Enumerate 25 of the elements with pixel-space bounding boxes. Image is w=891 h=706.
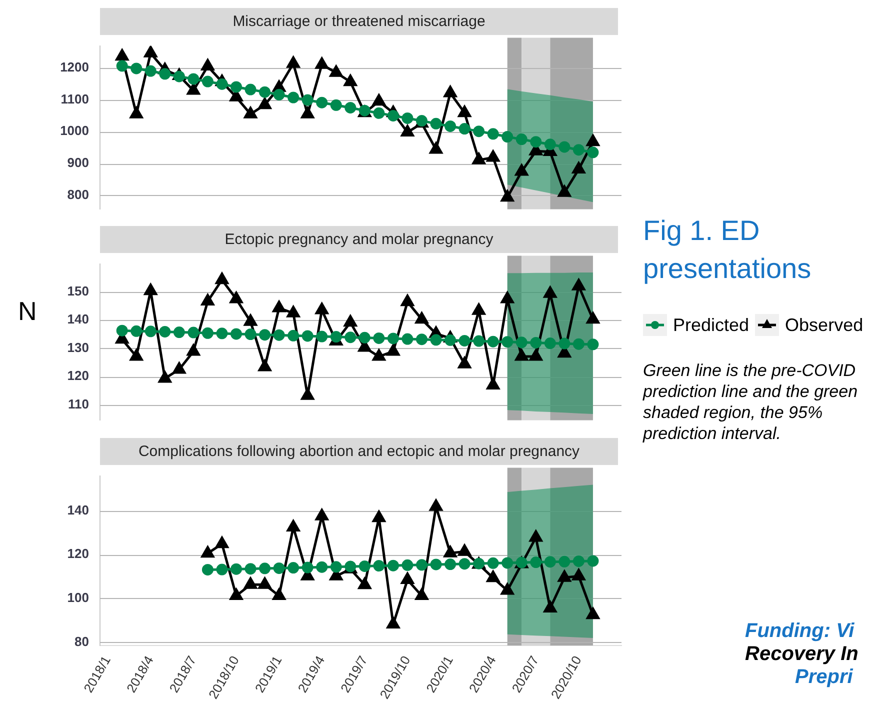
y-tick-label: 110 xyxy=(68,396,89,412)
y-tick-label: 130 xyxy=(67,340,89,355)
y-tick-label: 140 xyxy=(67,312,89,327)
y-tick-label: 120 xyxy=(67,546,89,562)
y-tick-label: 1100 xyxy=(60,91,89,106)
y-tick-label: 140 xyxy=(67,502,89,518)
y-tick-label: 800 xyxy=(67,187,89,202)
y-tick-label: 900 xyxy=(67,155,89,170)
y-tick-label: 120 xyxy=(67,368,89,384)
chart-title: Complications following abortion and ectopic and molar pregnancy xyxy=(100,438,618,465)
text: Recovery In xyxy=(745,643,858,666)
text: Prepri xyxy=(795,666,853,689)
text: Funding: Vi xyxy=(745,620,854,643)
y-tick-label: 1000 xyxy=(60,123,89,138)
y-tick-label: 150 xyxy=(67,284,89,299)
y-tick-label: 1200 xyxy=(60,59,89,74)
text: Green line is the pre-COVID prediction line and the green shaded region, the 95% prediction interval. xyxy=(643,360,859,444)
text: Fig 1. ED presentations xyxy=(643,214,812,286)
y-axis-title: N xyxy=(18,296,37,327)
legend-label: Predicted xyxy=(673,314,750,336)
chart-title: Ectopic pregnancy and molar pregnancy xyxy=(100,226,618,253)
legend-label: Observed xyxy=(785,314,864,336)
chart-title: Miscarriage or threatened miscarriage xyxy=(100,8,618,35)
y-tick-label: 100 xyxy=(67,590,89,606)
y-tick-label: 80 xyxy=(74,634,89,649)
